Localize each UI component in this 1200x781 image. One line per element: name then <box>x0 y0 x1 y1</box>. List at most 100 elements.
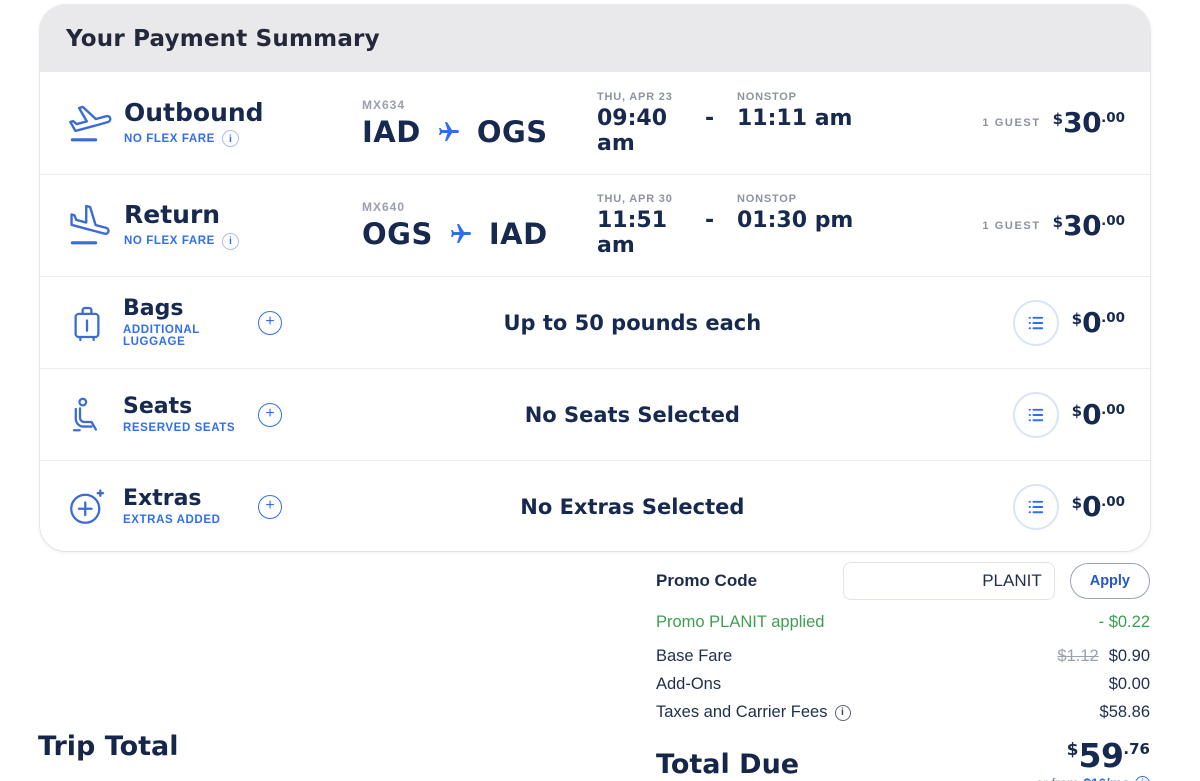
return-fare-type: NO FLEX FARE <box>124 235 215 248</box>
outbound-flight-row: Outbound NO FLEX FARE i MX634 IAD OGS <box>40 72 1150 174</box>
add-extras-button[interactable]: + <box>258 494 282 519</box>
promo-code-input[interactable] <box>842 562 1055 600</box>
card-header: Your Payment Summary <box>40 5 1150 72</box>
outbound-label: Outbound <box>124 97 264 127</box>
seats-details-button[interactable] <box>1012 391 1059 438</box>
price-dollars: 0 <box>1082 305 1102 339</box>
total-due-price: $ 59 .76 <box>1067 739 1150 772</box>
currency-symbol: $ <box>1071 493 1083 512</box>
taxes-info-icon[interactable]: i <box>834 704 851 721</box>
bags-subtitle: ADDITIONAL LUGGAGE <box>123 324 200 349</box>
extras-info: Extras EXTRAS ADDED <box>66 486 254 528</box>
return-schedule: THU, APR 30 NONSTOP 11:51 am - 01:30 pm <box>597 193 875 258</box>
add-ons-label: Add-Ons <box>656 675 722 693</box>
seats-row: Seats RESERVED SEATS + No Seats Selected… <box>40 368 1150 460</box>
airplane-icon <box>437 120 461 144</box>
return-stops: NONSTOP <box>737 193 797 205</box>
return-label: Return <box>124 200 221 230</box>
return-arrive-time: 01:30 pm <box>737 208 854 233</box>
financing-prefix: or from <box>1036 776 1079 781</box>
outbound-leg-info: Outbound NO FLEX FARE i <box>66 99 362 148</box>
extras-subtitle: EXTRAS ADDED <box>123 514 221 527</box>
airplane-icon <box>449 222 473 246</box>
outbound-stops: NONSTOP <box>737 90 797 103</box>
flight-takeoff-icon <box>66 99 114 147</box>
outbound-guest-count: 1 GUEST <box>982 117 1041 129</box>
promo-code-label: Promo Code <box>656 571 758 590</box>
base-fare-amount: $0.90 <box>1108 647 1150 665</box>
price-cents: .00 <box>1101 110 1125 126</box>
currency-symbol: $ <box>1071 401 1083 420</box>
add-bags-button[interactable]: + <box>258 310 282 335</box>
extras-details-button[interactable] <box>1012 483 1059 530</box>
financing-amount-link[interactable]: $16/mo <box>1083 776 1130 781</box>
taxes-fees-label: Taxes and Carrier Fees <box>656 703 828 721</box>
financing-option: or from $16/mo i <box>1036 776 1150 781</box>
return-leg-info: Return NO FLEX FARE i <box>66 201 362 250</box>
fare-info-icon[interactable]: i <box>221 232 239 250</box>
currency-symbol: $ <box>1071 309 1083 328</box>
apply-promo-button[interactable]: Apply <box>1069 563 1150 599</box>
return-flight-number: MX640 <box>362 200 406 214</box>
price-dollars: 0 <box>1082 489 1102 523</box>
outbound-price-block: 1 GUEST $ 30 .00 <box>982 109 1125 137</box>
return-price: $ 30 .00 <box>1052 208 1125 242</box>
flight-landing-icon <box>66 202 114 250</box>
base-fare-label: Base Fare <box>656 647 733 665</box>
taxes-fees-row: Taxes and Carrier Fees i $58.86 <box>656 703 1150 722</box>
taxes-fees-amount: $58.86 <box>1099 703 1150 721</box>
extras-title: Extras <box>123 485 202 511</box>
add-ons-row: Add-Ons $0.00 <box>656 675 1150 694</box>
outbound-arrive-time: 11:11 am <box>737 105 853 131</box>
payment-details-column: Promo Code Apply Promo PLANIT applied - … <box>656 562 1150 781</box>
price-dollars: 0 <box>1082 397 1102 431</box>
bags-info: Bags ADDITIONAL LUGGAGE <box>66 296 254 349</box>
fare-breakdown: Base Fare $1.12 $0.90 Add-Ons $0.00 Taxe… <box>656 647 1150 722</box>
outbound-origin-code: IAD <box>362 114 421 149</box>
outbound-date: THU, APR 23 <box>597 90 673 103</box>
return-guest-count: 1 GUEST <box>982 219 1041 232</box>
price-cents: .00 <box>1101 401 1125 418</box>
bags-status: Up to 50 pounds each <box>503 310 762 335</box>
price-cents: .00 <box>1101 493 1125 510</box>
add-seats-button[interactable]: + <box>258 402 282 427</box>
return-price-block: 1 GUEST $ 30 .00 <box>982 208 1125 242</box>
outbound-price: $ 30 .00 <box>1053 109 1125 137</box>
base-fare-original-amount: $1.12 <box>1057 647 1099 665</box>
outbound-flight-number: MX634 <box>362 97 406 112</box>
payment-summary-card: Your Payment Summary Outbound NO FLEX FA… <box>40 5 1150 551</box>
currency-symbol: $ <box>1052 212 1064 231</box>
financing-info-icon[interactable]: i <box>1135 776 1150 781</box>
time-separator: - <box>705 105 715 131</box>
promo-applied-amount: - $0.22 <box>1098 613 1150 631</box>
price-dollars: 30 <box>1063 208 1102 242</box>
seats-info: Seats RESERVED SEATS <box>66 394 254 436</box>
seats-price: $ 0 .00 <box>1071 397 1125 431</box>
return-flight-row: Return NO FLEX FARE i MX640 OGS IAD <box>40 174 1150 276</box>
return-depart-time: 11:51 am <box>597 208 668 258</box>
fare-info-icon[interactable]: i <box>221 130 239 148</box>
seats-status: No Seats Selected <box>524 402 740 427</box>
promo-applied-message: Promo PLANIT applied <box>656 613 825 631</box>
extras-row: Extras EXTRAS ADDED + No Extras Selected… <box>40 460 1150 551</box>
return-destination-code: IAD <box>488 217 548 251</box>
bags-details-button[interactable] <box>1012 299 1059 346</box>
time-separator: - <box>705 208 715 233</box>
extras-status: No Extras Selected <box>520 494 745 519</box>
price-dollars: 30 <box>1063 106 1102 139</box>
extras-price: $ 0 .00 <box>1071 489 1125 523</box>
bags-row: Bags ADDITIONAL LUGGAGE + Up to 50 pound… <box>40 276 1150 368</box>
add-ons-amount: $0.00 <box>1108 675 1150 693</box>
return-origin-code: OGS <box>362 217 433 251</box>
price-cents: .76 <box>1123 740 1150 758</box>
return-date: THU, APR 30 <box>597 193 673 205</box>
currency-symbol: $ <box>1066 740 1079 760</box>
outbound-route: MX634 IAD OGS <box>362 98 597 149</box>
bags-price: $ 0 .00 <box>1071 305 1125 339</box>
price-cents: .00 <box>1101 212 1125 229</box>
price-dollars: 59 <box>1078 736 1124 775</box>
base-fare-row: Base Fare $1.12 $0.90 <box>656 647 1150 666</box>
seats-subtitle: RESERVED SEATS <box>123 422 236 435</box>
total-due-row: Total Due $ 59 .76 or from $16/mo i <box>656 739 1150 781</box>
